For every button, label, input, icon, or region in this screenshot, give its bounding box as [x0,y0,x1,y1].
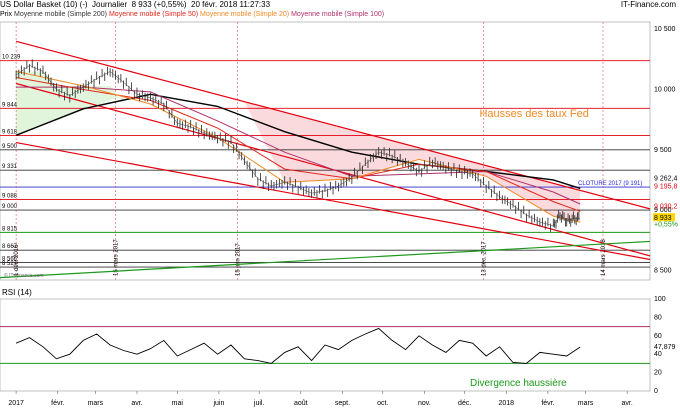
chart-header: US Dollar Basket (10) (-) Journalier 8 9… [0,0,270,10]
price-y-tick: 8 500 [654,267,672,274]
right-value-label: 9 195,8 [654,183,677,190]
trendline-channel-upper [15,40,651,210]
level-label: 8 667 [2,244,18,250]
level-label: 9 500 [2,144,18,150]
legend-prefix: Prix [0,11,13,18]
level-label: 8 527 [2,261,18,267]
price-series-line [15,65,581,227]
price-info: 8 933 (+0,55%) [131,0,187,9]
vertical-marker-label: 15 juin 2017 [236,243,242,276]
x-tick-label: mars [88,400,104,407]
period-label: Journalier [92,0,128,9]
price-y-tick: 10 500 [654,26,676,33]
rsi-y-tick: 40 [654,351,662,358]
x-tick-label: juil. [253,400,265,407]
x-tick-label: févr. [541,400,554,407]
current-price-bg [653,213,675,222]
trendline-channel-lower [16,141,651,261]
annotation-hausses: Hausses des taux Fed [479,108,588,120]
legend-ma20: Moyenne mobile (Simple 20) [200,11,290,18]
level-label: 9 088 [2,193,18,199]
level-label: 9 000 [2,204,18,210]
x-tick-label: août [294,400,308,407]
rsi-series-line [15,327,581,364]
right-value-label: +0,55% [654,222,678,229]
ma-series-line [16,86,581,205]
legend-ma200: Moyenne mobile (Simple 200) [14,11,108,18]
x-tick-label: sept. [335,400,350,407]
x-tick-label: avr. [622,400,633,407]
legend-ma100: Moyenne mobile (Simple 100) [291,11,385,18]
watermark: © IT-Finance.com [4,272,44,279]
x-tick-label: juin [212,400,224,407]
level-label: 9 331 [2,164,18,170]
level-label: 10 239 [2,55,21,61]
x-tick-label: févr. [51,400,64,407]
trendline-support-long [0,240,651,279]
x-tick-label: oct. [377,400,388,407]
level-label: 8 566 [2,256,18,262]
x-tick-label: 2018 [499,400,515,407]
vertical-marker-label: 15 mars 2017 [113,239,119,276]
rsi-y-tick: 20 [654,370,662,377]
right-value-label: 9 030,2 [654,203,677,210]
vertical-marker-label: 1 déc. 2016 [14,244,20,276]
source-label: IT-Finance.com [620,0,676,9]
timestamp: 20 févr. 2018 11:27:33 [191,0,271,9]
level-label: 9 618 [2,130,18,136]
instrument-name: US Dollar Basket (10) (-) [0,0,88,9]
level-label: 8 815 [2,226,18,232]
x-tick-label: mai [172,400,184,407]
rsi-y-tick: 0 [654,388,658,395]
right-value-label: 8 933 [654,215,672,222]
resistance-zone [244,101,581,223]
rsi-y-tick: 100 [654,296,666,303]
annotation-divergence: Divergence haussière [470,378,567,389]
level-label: CLOTURE 2017 (9 191) [578,181,642,187]
legend-bar: Prix Moyenne mobile (Simple 200) Moyenne… [0,10,384,20]
rsi-y-tick: 80 [654,314,662,321]
ma-series-line [15,93,581,190]
rsi-current-value: 47,879 [654,344,676,351]
rsi-title: RSI (14) [2,288,32,297]
x-tick-label: avr. [131,400,142,407]
x-tick-label: 2017 [8,400,24,407]
vertical-marker-label: 13 déc. 2017 [481,241,487,276]
x-tick-label: mars [578,400,594,407]
x-tick-label: déc. [458,400,471,407]
price-y-tick: 9 000 [654,207,672,214]
vertical-marker-label: 14 mars 2018 [601,239,607,276]
ma-series-line [15,70,581,223]
legend-ma50: Moyenne mobile (Simple 50) [108,11,199,18]
level-label: 9 844 [2,102,18,108]
price-y-tick: 10 000 [654,87,676,94]
x-tick-label: nov. [418,400,431,407]
price-y-tick: 9 500 [654,147,672,154]
right-value-label: 9 262,4 [654,175,677,182]
rsi-y-tick: 60 [654,333,662,340]
